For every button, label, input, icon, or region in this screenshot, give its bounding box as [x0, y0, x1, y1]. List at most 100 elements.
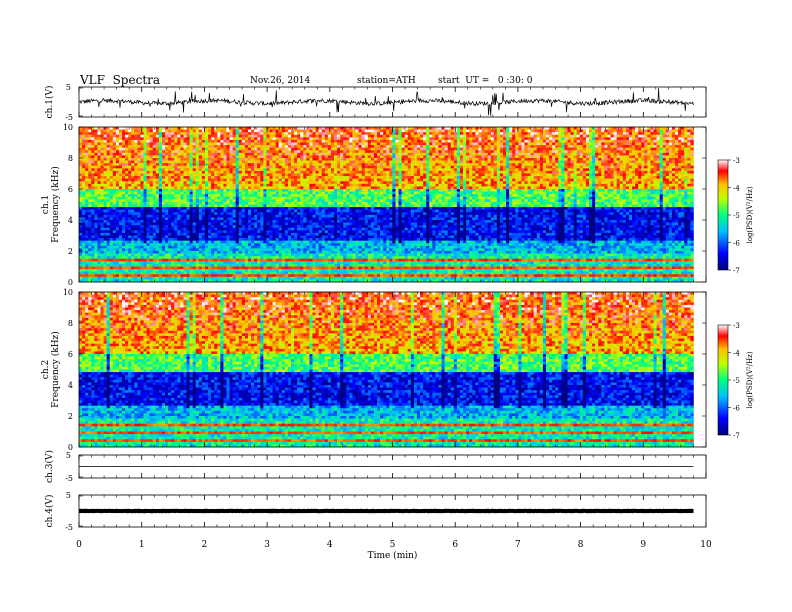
spectrogram-cell	[684, 178, 688, 182]
spectrogram-cell	[201, 132, 206, 136]
spectrogram-cell	[589, 165, 593, 169]
spectrogram-cell	[380, 170, 384, 174]
spectrogram-cell	[281, 165, 286, 169]
spectrogram-cell	[232, 160, 236, 164]
spectrogram-cell	[226, 183, 230, 187]
spectrogram-cell	[502, 134, 507, 138]
spectrogram-cell	[613, 150, 617, 154]
spectrogram-cell	[589, 137, 593, 141]
spectrogram-cell	[650, 165, 654, 169]
spectrogram-cell	[475, 147, 479, 151]
spectrogram-cell	[180, 163, 184, 167]
spectrogram-cell	[177, 137, 181, 141]
spectrogram-cell	[456, 147, 461, 151]
spectrogram-cell	[140, 170, 144, 174]
spectrogram-cell	[552, 145, 556, 148]
spectrogram-cell	[616, 147, 621, 151]
spectrogram-cell	[352, 163, 356, 167]
spectrogram-cell	[168, 163, 172, 167]
spectrogram-cell	[466, 173, 470, 177]
spectrogram-cell	[463, 173, 467, 177]
spectrogram-cell	[549, 142, 553, 146]
spectrogram-cell	[115, 142, 120, 146]
spectrogram-cell	[251, 132, 255, 136]
spectrogram-cell	[635, 155, 639, 159]
spectrogram-cell	[684, 176, 688, 179]
spectrogram-cell	[401, 158, 405, 161]
spectrogram-cell	[585, 147, 590, 151]
spectrogram-cell	[192, 127, 197, 130]
spectrogram-cell	[306, 152, 310, 156]
spectrogram-cell	[675, 173, 679, 177]
spectrogram-cell	[229, 168, 233, 172]
spectrogram-cell	[294, 147, 298, 151]
spectrogram-cell	[671, 152, 676, 156]
spectrogram-cell	[235, 129, 240, 133]
spectrogram-cell	[321, 152, 326, 156]
spectrogram-cell	[564, 137, 568, 141]
spectrogram-cell	[115, 137, 120, 141]
spectrogram-cell	[502, 158, 507, 161]
spectrogram-cell	[389, 170, 393, 174]
spectrogram-cell	[545, 168, 550, 172]
spectrogram-cell	[386, 158, 390, 161]
spectrogram-cell	[524, 132, 528, 136]
spectrogram-cell	[183, 155, 187, 159]
spectrogram-cell	[662, 155, 667, 159]
spectrogram-cell	[635, 181, 639, 185]
spectrogram-cell	[208, 145, 212, 148]
spectrogram-cell	[100, 134, 104, 138]
spectrogram-cell	[269, 134, 273, 138]
spectrogram-cell	[413, 145, 418, 148]
spectrogram-cell	[429, 147, 433, 151]
spectrogram-cell	[386, 168, 390, 172]
spectrogram-cell	[214, 186, 218, 190]
spectrogram-cell	[355, 181, 359, 185]
spectrogram-cell	[161, 147, 166, 151]
spectrogram-cell	[678, 134, 682, 138]
spectrogram-cell	[635, 183, 639, 187]
spectrogram-cell	[337, 139, 341, 143]
spectrogram-cell	[137, 139, 141, 143]
spectrogram-cell	[659, 147, 664, 151]
spectrogram-cell	[496, 129, 501, 133]
spectrogram-cell	[214, 163, 218, 167]
spectrogram-cell	[650, 158, 654, 161]
spectrogram-cell	[475, 132, 479, 136]
spectrogram-cell	[589, 145, 593, 148]
spectrogram-cell	[552, 137, 556, 141]
spectrogram-cell	[281, 132, 286, 136]
spectrogram-cell	[155, 176, 160, 179]
spectrogram-cell	[180, 158, 184, 161]
spectrogram-cell	[404, 163, 409, 167]
spectrogram-cell	[343, 139, 347, 143]
spectrogram-cell	[94, 127, 98, 130]
spectrogram-cell	[653, 142, 657, 146]
spectrogram-cell	[380, 129, 384, 133]
spectrogram-cell	[453, 155, 458, 159]
spectrogram-cell	[625, 150, 630, 154]
spectrogram-cell	[118, 181, 123, 185]
spectrogram-cell	[125, 145, 129, 148]
spectrogram-cell	[518, 176, 522, 179]
spectrogram-cell	[561, 160, 565, 164]
spectrogram-cell	[220, 134, 224, 138]
spectrogram-cell	[266, 183, 270, 187]
spectrogram-cell	[558, 152, 562, 156]
spectrogram-cell	[675, 139, 679, 143]
spectrogram-cell	[112, 181, 117, 185]
spectrogram-cell	[613, 158, 617, 161]
spectrogram-cell	[383, 155, 387, 159]
spectrogram-cell	[263, 134, 267, 138]
spectrogram-cell	[438, 165, 442, 169]
spectrogram-cell	[515, 147, 519, 151]
spectrogram-cell	[392, 178, 396, 182]
spectrogram-cell	[576, 139, 581, 143]
spectrogram-cell	[423, 181, 427, 185]
spectrogram-cell	[158, 183, 163, 187]
spectrogram-cell	[616, 176, 621, 179]
spectrogram-cell	[140, 147, 144, 151]
spectrogram-cell	[109, 158, 114, 161]
spectrogram-cell	[284, 129, 289, 133]
spectrogram-cell	[613, 142, 617, 146]
